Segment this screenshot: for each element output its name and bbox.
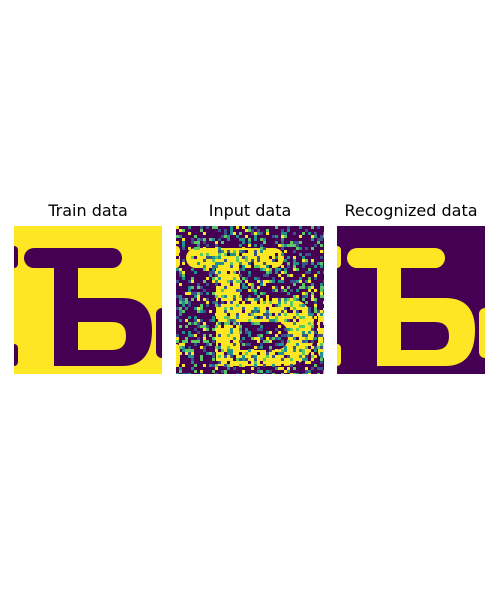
train-data-left-edge-blob-top xyxy=(14,246,18,268)
input-data-image xyxy=(176,226,324,374)
recognized-data-glyph-bowl-counter xyxy=(401,322,449,350)
recognized-data-image xyxy=(337,226,485,374)
recognized-data-left-edge-blob-bottom xyxy=(337,344,341,366)
input-data-noise-layer xyxy=(176,226,324,374)
input-data-glyph-group xyxy=(176,226,324,374)
input-data-title: Input data xyxy=(208,201,292,220)
train-data-right-edge-blob xyxy=(156,308,162,358)
train-data-left-edge-blob-bottom xyxy=(14,344,18,366)
recognized-data-title: Recognized data xyxy=(344,201,478,220)
train-data-glyph-group xyxy=(14,226,162,374)
recognized-data-left-edge-blob-top xyxy=(337,246,341,268)
train-data-title: Train data xyxy=(48,201,128,220)
recognized-data-right-edge-blob xyxy=(479,308,485,358)
input-data-left-edge-blob-bottom xyxy=(176,344,180,366)
train-data-glyph-bowl-counter xyxy=(78,322,126,350)
recognized-data-glyph-group xyxy=(337,226,485,374)
train-data-image xyxy=(14,226,162,374)
